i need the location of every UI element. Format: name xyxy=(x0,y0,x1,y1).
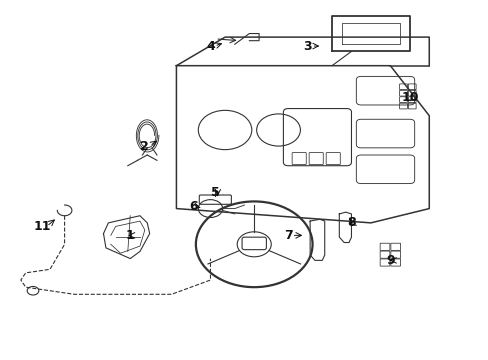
Text: 5: 5 xyxy=(210,186,219,199)
Text: 8: 8 xyxy=(346,216,355,229)
Text: 10: 10 xyxy=(400,91,418,104)
Text: 3: 3 xyxy=(303,40,311,53)
Text: 11: 11 xyxy=(34,220,51,233)
Text: 7: 7 xyxy=(284,229,292,242)
Text: 4: 4 xyxy=(205,40,214,53)
Text: 6: 6 xyxy=(189,200,197,213)
Text: 2: 2 xyxy=(140,140,149,153)
Text: 1: 1 xyxy=(125,229,134,242)
Text: 9: 9 xyxy=(385,254,394,267)
